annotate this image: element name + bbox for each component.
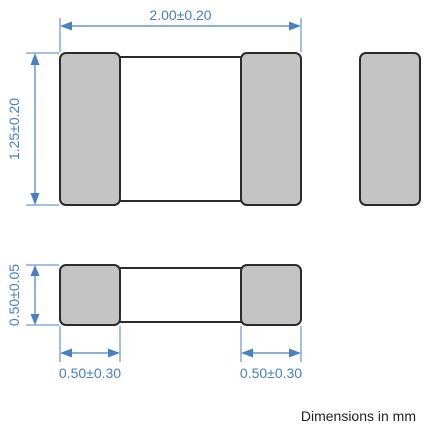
length-arrow-left <box>60 21 72 31</box>
height-arrow-top <box>30 265 40 276</box>
side-view <box>359 52 421 206</box>
height-dimension: 0.50±0.05 <box>6 264 59 326</box>
length-label: 2.00±0.20 <box>149 7 211 23</box>
front-view <box>59 264 302 326</box>
side-view-terminal <box>359 52 421 206</box>
width-arrow-top <box>30 53 40 65</box>
terminal-right-arrow-left <box>241 348 253 358</box>
length-dimension: 2.00±0.20 <box>59 7 302 52</box>
height-label: 0.50±0.05 <box>6 264 22 326</box>
front-view-left-terminal <box>59 264 121 326</box>
units-note: Dimensions in mm <box>301 408 416 424</box>
top-view <box>59 52 302 206</box>
front-view-right-terminal <box>240 264 302 326</box>
width-label: 1.25±0.20 <box>6 98 22 160</box>
terminal-right-label: 0.50±0.30 <box>240 365 302 381</box>
terminal-left-label: 0.50±0.30 <box>59 365 121 381</box>
width-dimension: 1.25±0.20 <box>6 52 59 206</box>
terminal-left-arrow-left <box>60 348 72 358</box>
width-arrow-bottom <box>30 193 40 205</box>
length-arrow-right <box>289 21 301 31</box>
terminal-left-dimension: 0.50±0.30 <box>59 326 121 381</box>
top-view-left-terminal <box>59 52 121 206</box>
height-arrow-bottom <box>30 314 40 325</box>
terminal-right-dimension: 0.50±0.30 <box>240 326 302 381</box>
top-view-right-terminal <box>240 52 302 206</box>
terminal-left-arrow-right <box>108 348 120 358</box>
terminal-right-arrow-right <box>289 348 301 358</box>
